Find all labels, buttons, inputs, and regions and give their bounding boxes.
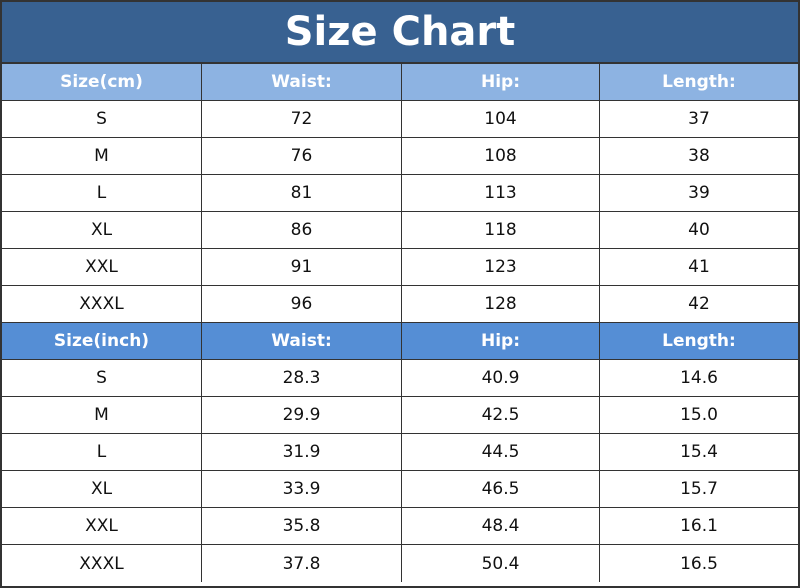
data-cell: 104 — [402, 101, 600, 137]
title: Size Chart — [2, 2, 798, 64]
data-cell: XXXL — [2, 545, 202, 582]
data-cell: 46.5 — [402, 471, 600, 507]
data-cell: 28.3 — [202, 360, 402, 396]
data-cell: 35.8 — [202, 508, 402, 544]
data-cell: 15.7 — [680, 479, 718, 499]
data-cell: 72 — [202, 101, 402, 137]
data-row: L 31.9 44.5 15.4 — [2, 434, 798, 471]
data-cell: 14.6 — [680, 368, 718, 388]
data-cell: 108 — [402, 138, 600, 174]
header-cell: Hip: — [402, 323, 600, 359]
data-row: XXL 35.8 48.4 16.1 — [2, 508, 798, 545]
header-cell: Length: — [662, 331, 736, 351]
data-row: XXXL 96 128 42 — [2, 286, 798, 323]
data-cell: XXL — [2, 249, 202, 285]
data-cell: 15.0 — [680, 405, 718, 425]
data-cell: 42 — [688, 294, 710, 314]
data-cell: L — [2, 434, 202, 470]
data-cell: 44.5 — [402, 434, 600, 470]
data-cell: L — [2, 175, 202, 211]
header-cell: Waist: — [202, 323, 402, 359]
data-row: S 72 104 37 — [2, 101, 798, 138]
data-row: M 76 108 38 — [2, 138, 798, 175]
data-cell: 86 — [202, 212, 402, 248]
data-cell: 37 — [688, 109, 710, 129]
data-cell: 15.4 — [680, 442, 718, 462]
data-row: XXL 91 123 41 — [2, 249, 798, 286]
data-cell: 50.4 — [402, 545, 600, 582]
data-cell: 113 — [402, 175, 600, 211]
header-cell: Size(cm) — [2, 64, 202, 100]
data-cell: 38 — [688, 146, 710, 166]
data-cell: 91 — [202, 249, 402, 285]
data-cell: S — [2, 101, 202, 137]
data-cell: 42.5 — [402, 397, 600, 433]
data-cell: XXXL — [2, 286, 202, 322]
data-cell: M — [2, 397, 202, 433]
data-row: S 28.3 40.9 14.6 — [2, 360, 798, 397]
header-cell: Hip: — [402, 64, 600, 100]
data-cell: 41 — [688, 257, 710, 277]
data-cell: XL — [2, 212, 202, 248]
data-row: M 29.9 42.5 15.0 — [2, 397, 798, 434]
data-cell: XL — [2, 471, 202, 507]
data-cell: 31.9 — [202, 434, 402, 470]
data-cell: 39 — [688, 183, 710, 203]
data-cell: XXL — [2, 508, 202, 544]
data-cell: S — [2, 360, 202, 396]
data-cell: 76 — [202, 138, 402, 174]
data-cell: 40.9 — [402, 360, 600, 396]
data-cell: 40 — [688, 220, 710, 240]
header-cell: Length: — [662, 72, 736, 92]
data-cell: 128 — [402, 286, 600, 322]
data-cell: 118 — [402, 212, 600, 248]
data-cell: 29.9 — [202, 397, 402, 433]
data-cell: 96 — [202, 286, 402, 322]
header-cell: Size(inch) — [2, 323, 202, 359]
data-cell: 33.9 — [202, 471, 402, 507]
header-row: Size(cm) Waist: Hip: Length: — [2, 64, 798, 101]
table-body: Size(cm) Waist: Hip: Length: S 72 104 37 M 76 108 3… — [2, 64, 798, 582]
data-cell: 123 — [402, 249, 600, 285]
data-row: XL 33.9 46.5 15.7 — [2, 471, 798, 508]
data-cell: M — [2, 138, 202, 174]
header-cell: Waist: — [202, 64, 402, 100]
data-cell: 81 — [202, 175, 402, 211]
data-row: XXXL 37.8 50.4 16.5 — [2, 545, 798, 582]
header-row: Size(inch) Waist: Hip: Length: — [2, 323, 798, 360]
data-row: XL 86 118 40 — [2, 212, 798, 249]
data-row: L 81 113 39 — [2, 175, 798, 212]
data-cell: 16.1 — [680, 516, 718, 536]
data-cell: 16.5 — [680, 553, 718, 574]
data-cell: 37.8 — [202, 545, 402, 582]
data-cell: 48.4 — [402, 508, 600, 544]
